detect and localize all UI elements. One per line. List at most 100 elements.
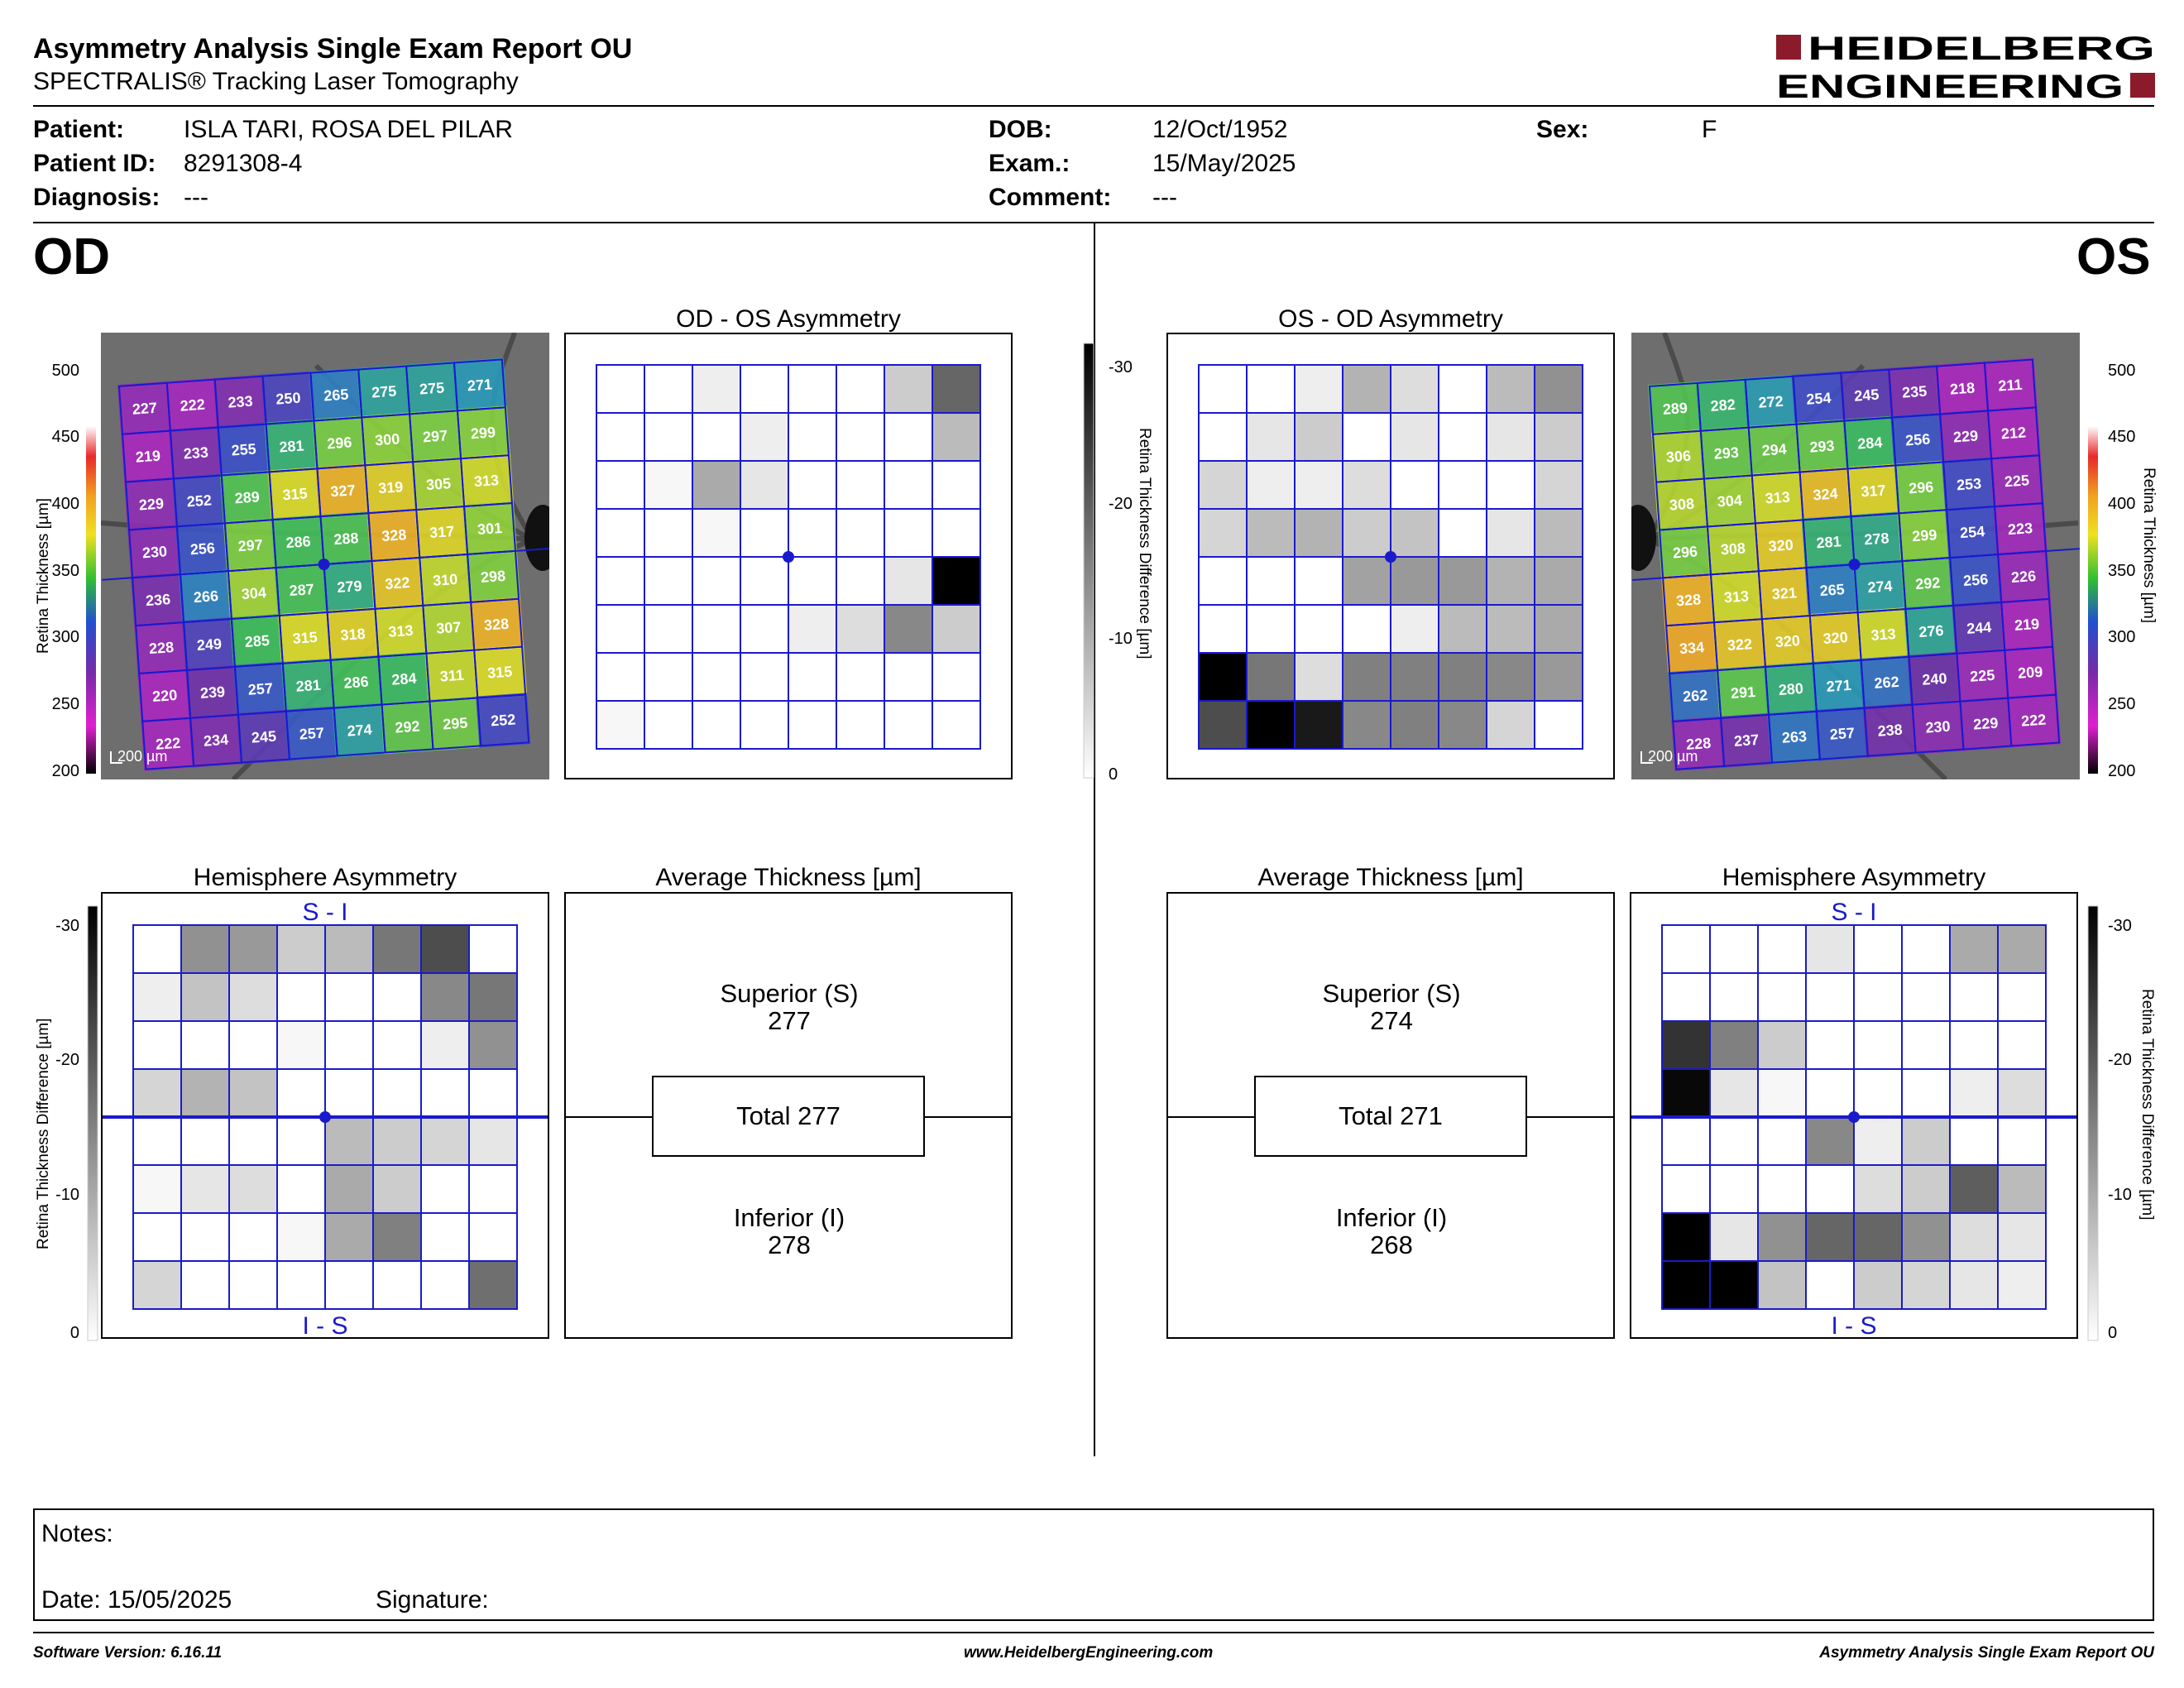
od-asym-cell — [836, 508, 885, 558]
os-hemi-gradient — [2087, 905, 2099, 1341]
os-thickness-value: 296 — [1672, 543, 1698, 561]
os-thickness-fill — [1811, 658, 1866, 713]
od-thickness-fill — [236, 709, 292, 765]
od-thickness-fill — [184, 664, 241, 720]
os-fovea-dot — [1848, 559, 1861, 571]
os-asym-cell — [1198, 700, 1248, 750]
os-hemi-cell — [1661, 1212, 1711, 1262]
os-asym-cell — [1534, 652, 1583, 702]
os-thickness-fill — [1750, 470, 1805, 525]
os-grid-cell — [2007, 693, 2061, 747]
od-thickness-value: 311 — [439, 667, 464, 685]
od-asym-cell — [740, 508, 789, 558]
od-hemi-cell — [468, 1164, 518, 1214]
os-asym-cell — [1198, 604, 1248, 654]
os-hemi-cell — [1949, 1260, 1999, 1310]
od-thickness-fill — [325, 607, 381, 662]
os-asym-cell — [1246, 508, 1296, 558]
od-asym-cell — [692, 556, 741, 606]
os-thickness-fill — [1801, 515, 1856, 570]
od-thickness-fill — [309, 367, 364, 423]
os-asym-cell — [1198, 364, 1248, 414]
od-thickness-value: 300 — [375, 430, 400, 448]
od-hemi-si-label: S - I — [302, 899, 347, 926]
od-thickness-value: 228 — [148, 639, 174, 657]
signature-label: Signature: — [376, 1586, 489, 1614]
os-thickness-value: 278 — [1864, 530, 1889, 548]
os-thickness-value: 235 — [1902, 383, 1928, 401]
os-thickness-fill — [1712, 617, 1768, 673]
od-hemi-cell — [180, 1116, 230, 1166]
notes-box[interactable]: Notes: Date: 15/05/2025 Signature: — [33, 1508, 2154, 1621]
od-asym-cell — [836, 556, 885, 606]
od-hemisphere-title: Hemisphere Asymmetry — [193, 864, 457, 891]
os-thickness-fill — [2006, 693, 2062, 748]
os-thickness-value: 212 — [2000, 424, 2026, 442]
od-hemi-tick-0: 0 — [70, 1324, 79, 1342]
od-hemi-cell — [132, 972, 182, 1022]
os-asym-cell — [1438, 652, 1487, 702]
os-hemi-cell — [1661, 1116, 1711, 1166]
od-asym-cell — [788, 604, 837, 654]
dob-value: 12/Oct/1952 — [1152, 116, 1288, 143]
od-asym-cell — [596, 412, 645, 462]
website-link[interactable]: www.HeidelbergEngineering.com — [964, 1644, 1214, 1662]
os-thickness-fill — [1910, 699, 1966, 755]
exam-value: 15/May/2025 — [1152, 150, 1296, 177]
os-hemi-cell — [1853, 1260, 1903, 1310]
od-thickness-fill — [462, 501, 518, 557]
heidelberg-logo: HEIDELBERG ENGINEERING — [1776, 31, 2155, 103]
os-thickness-fill — [1846, 463, 1901, 519]
os-thickness-value: 306 — [1665, 448, 1691, 466]
od-hemi-cell — [420, 924, 470, 974]
os-asym-cell — [1534, 604, 1583, 654]
os-thickness-value: 320 — [1768, 536, 1794, 554]
od-thickness-fill — [284, 706, 339, 761]
od-thickness-value: 315 — [486, 664, 512, 682]
os-asym-cell — [1246, 556, 1296, 606]
od-thickness-fill — [188, 712, 244, 768]
os-thickness-fill — [1989, 453, 2045, 509]
os-asym-cell — [1246, 652, 1296, 702]
os-thickness-value: 284 — [1857, 434, 1883, 452]
os-thickness-value: 313 — [1723, 587, 1749, 606]
os-hemi-cell — [1805, 1068, 1855, 1118]
os-thickness-fill — [1934, 361, 1990, 416]
od-thickness-value: 297 — [237, 536, 263, 554]
os-asym-cell — [1438, 508, 1487, 558]
od-thickness-fill — [264, 419, 319, 474]
os-hemi-cell — [1853, 1116, 1903, 1166]
os-thickness-value: 281 — [1816, 533, 1842, 551]
center-tick-30: -30 — [1109, 358, 1133, 376]
od-thickness-fill — [318, 511, 374, 567]
od-thickness-fill — [380, 699, 435, 755]
od-thickness-fill — [232, 661, 288, 717]
od-thickness-fill — [357, 364, 412, 420]
os-hemi-cell — [1997, 1212, 2047, 1262]
os-hemisphere-title: Hemisphere Asymmetry — [1722, 864, 1986, 891]
os-thickness-fill — [1852, 559, 1908, 615]
os-hemi-cell — [1997, 1116, 2047, 1166]
os-asym-cell — [1294, 460, 1343, 510]
od-thickness-fill — [175, 521, 230, 577]
os-thickness-value: 271 — [1826, 677, 1851, 695]
os-hemi-cell — [1901, 1116, 1951, 1166]
dob-label: DOB: — [989, 116, 1052, 143]
os-hemi-cell — [1949, 972, 1999, 1022]
os-asym-cell — [1294, 652, 1343, 702]
os-inferior-label: Inferior (I) — [1335, 1203, 1448, 1232]
os-asym-cell — [1246, 700, 1296, 750]
os-thickness-fill — [1942, 457, 1997, 512]
os-thickness-value: 322 — [1727, 635, 1752, 654]
os-hemi-axis-label: Retina Thickness Difference [µm] — [2138, 989, 2156, 1220]
od-hemi-cell — [468, 1020, 518, 1070]
os-thickness-fill — [1948, 552, 2004, 608]
os-asym-cell — [1390, 700, 1439, 750]
os-thickness-value: 299 — [1912, 526, 1937, 544]
od-hemi-cell — [132, 1116, 182, 1166]
od-hemi-cell — [228, 1212, 278, 1262]
od-thickness-fill — [261, 371, 316, 426]
os-asym-cell — [1438, 364, 1487, 414]
od-asym-cell — [788, 364, 837, 414]
os-thickness-fill — [2000, 597, 2055, 652]
